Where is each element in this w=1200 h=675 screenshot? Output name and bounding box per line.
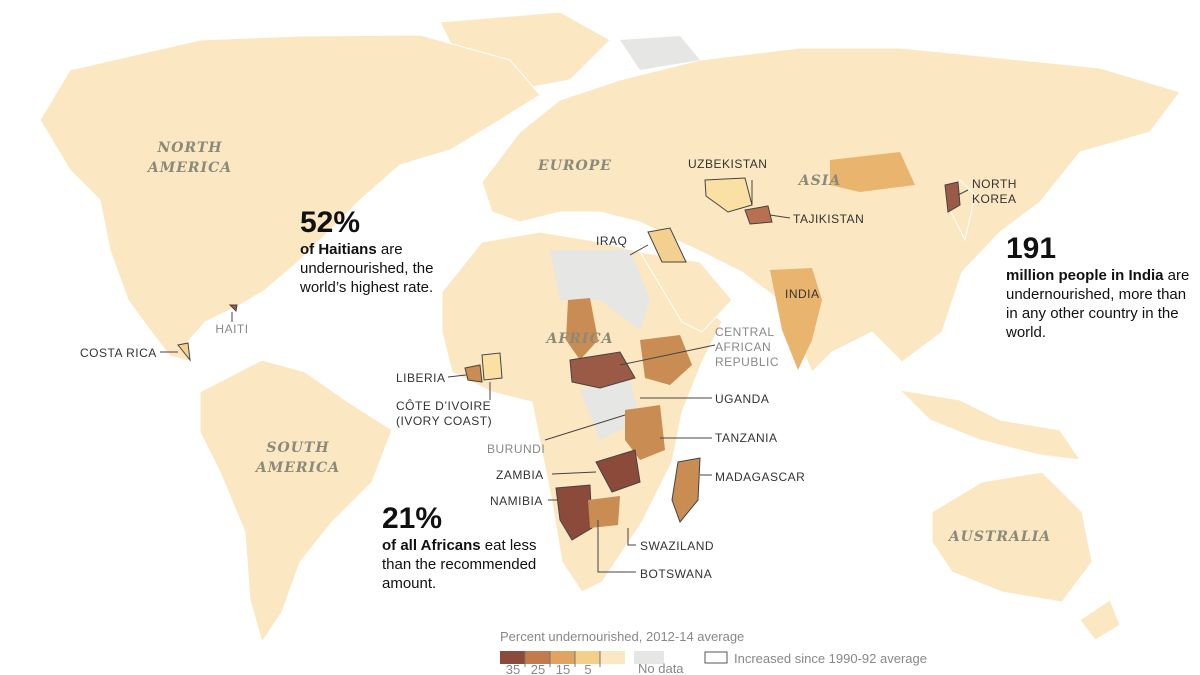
callout-number: 21% (382, 502, 443, 535)
legend-swatch (704, 651, 728, 664)
legend: Percent undernourished, 2012-14 average … (500, 629, 927, 675)
country-label: ZAMBIA (496, 468, 544, 482)
country-label: UGANDA (715, 392, 769, 406)
callout: 21% of all Africans eat less than the rec… (382, 502, 542, 593)
country-label: CÔTE D’IVOIRE (396, 398, 491, 413)
continent-label: AUSTRALIA (947, 529, 1051, 545)
legend-tick-label: 5 (584, 662, 591, 675)
callout: 52% of Haitians are undernourished, the w… (300, 206, 440, 297)
country-label: MADAGASCAR (715, 470, 805, 484)
country-label: HAITI (215, 322, 248, 336)
callout-text: are undernourished, more than in any oth… (1006, 267, 1190, 341)
country-label: IRAQ (596, 234, 627, 248)
legend-tick-label: 35 (506, 662, 520, 675)
country-label: NORTH (972, 177, 1017, 191)
legend-tick-label: 15 (556, 662, 570, 675)
continent-label: AMERICA (254, 460, 340, 476)
callout-text: are undernourished, the world’s highest … (300, 241, 434, 296)
continent-label: AFRICA (545, 331, 614, 347)
continent-label: NORTH (156, 140, 222, 156)
legend-tick-label: 25 (531, 662, 545, 675)
country-label: AFRICAN (715, 340, 771, 354)
leader-lines (160, 180, 969, 573)
continent-label: EUROPE (537, 158, 612, 174)
legend-no-data: No data (638, 661, 684, 675)
country-label: LIBERIA (396, 371, 446, 385)
legend-swatch (500, 651, 525, 664)
continent-label: ASIA (797, 173, 841, 189)
callout-text: eat less than the recom­mended amount. (382, 537, 537, 592)
callout-number: 191 (1006, 232, 1057, 265)
country-label: CENTRAL (715, 325, 775, 339)
legend-swatch (634, 651, 664, 664)
callout-number: 52% (300, 206, 361, 239)
country-label: BURUNDI (487, 442, 545, 456)
legend-swatch (525, 651, 550, 664)
country-label: TANZANIA (715, 431, 777, 445)
country-label: REPUBLIC (715, 355, 779, 369)
callout-bold: of Haitians (300, 241, 377, 258)
continent-label: AMERICA (146, 160, 232, 176)
country-label: (IVORY COAST) (396, 414, 492, 428)
legend-increased: Increased since 1990-92 average (734, 651, 927, 666)
continent-labels: NORTH AMERICA EUROPE ASIA AFRICA SOUTH AMERICA… (146, 140, 1051, 545)
country-label: NAMIBIA (490, 494, 543, 508)
legend-swatch (550, 651, 575, 664)
legend-title: Percent undernourished, 2012-14 average (500, 629, 744, 644)
country-label: UZBEKISTAN (688, 157, 767, 171)
callout-bold: million people in India (1006, 267, 1164, 284)
land (39, 11, 1181, 644)
country-label: COSTA RICA (80, 346, 157, 360)
country-label: TAJIKISTAN (793, 212, 864, 226)
legend-swatch (600, 651, 625, 664)
country-label: SWAZILAND (640, 539, 714, 553)
callout: 191 million people in India are undernour… (1006, 232, 1196, 342)
country-label: INDIA (785, 287, 820, 301)
shaded-countries (177, 152, 961, 541)
country-label: BOTSWANA (640, 567, 712, 581)
country-label: KOREA (972, 192, 1017, 206)
no-data-regions (550, 36, 700, 440)
legend-swatch (575, 651, 600, 664)
continent-label: SOUTH (266, 440, 329, 456)
callout-bold: of all Africans (382, 537, 481, 554)
